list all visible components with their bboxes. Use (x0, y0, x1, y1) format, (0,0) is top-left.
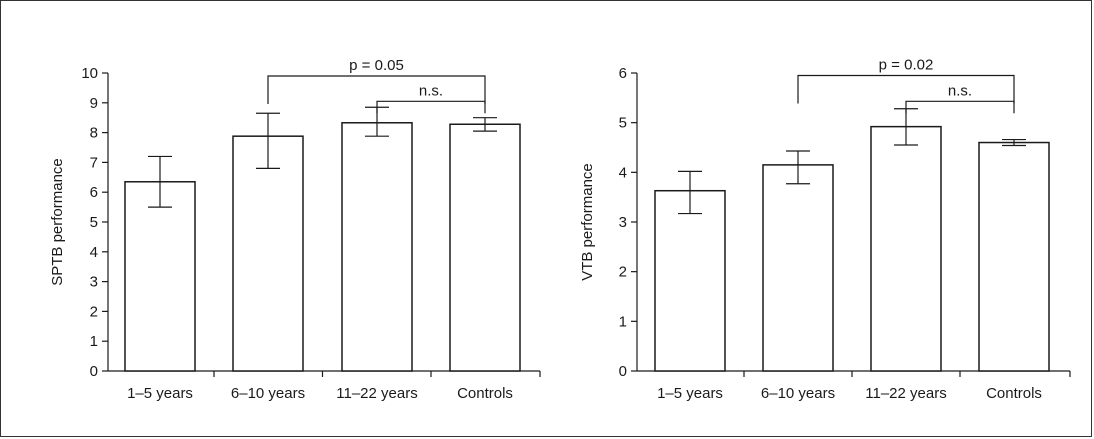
significance-bracket (267, 75, 486, 104)
y-tick-label: 6 (619, 65, 627, 82)
significance-bracket (376, 100, 486, 114)
bar (124, 181, 196, 372)
bar (870, 125, 942, 372)
y-tick-label: 0 (619, 363, 627, 380)
y-tick-label: 1 (90, 333, 98, 350)
y-tick-label: 5 (90, 214, 98, 231)
significance-bracket (905, 100, 1015, 114)
y-tick-label: 0 (90, 363, 98, 380)
bar (978, 141, 1050, 372)
significance-label: p = 0.05 (349, 57, 404, 74)
y-axis-label: SPTB performance (49, 158, 66, 286)
significance-label: n.s. (419, 82, 443, 99)
y-tick-label: 3 (619, 214, 627, 231)
y-tick-label: 10 (81, 65, 98, 82)
y-tick-label: 1 (619, 313, 627, 330)
y-tick-label: 4 (90, 244, 98, 261)
chart-panel-2: 0 1 2 3 4 5 6 VTB performance 1–5 years 6–10 year… (579, 56, 1071, 402)
bar (232, 135, 304, 372)
x-category-label: 11–22 years (865, 385, 946, 402)
x-category-label: 6–10 years (231, 385, 305, 402)
x-category-label: Controls (457, 385, 513, 402)
y-tick-label: 3 (90, 274, 98, 291)
x-category-label: 1–5 years (657, 385, 723, 402)
y-tick-label: 9 (90, 95, 98, 112)
y-tick-label: 5 (619, 115, 627, 132)
y-tick-label: 4 (619, 164, 627, 181)
x-category-label: 1–5 years (127, 385, 193, 402)
bar (762, 164, 834, 372)
y-tick-label: 2 (619, 264, 627, 281)
x-category-label: 6–10 years (761, 385, 835, 402)
x-category-label: Controls (986, 385, 1042, 402)
y-tick-label: 7 (90, 154, 98, 171)
y-tick-label: 2 (90, 303, 98, 320)
x-category-label: 11–22 years (336, 385, 417, 402)
significance-bracket (797, 74, 1015, 104)
y-axis-label: VTB performance (579, 163, 596, 281)
bar (449, 123, 521, 372)
significance-label: p = 0.02 (879, 56, 934, 73)
bar (654, 189, 726, 372)
significance-label: n.s. (948, 82, 972, 99)
y-tick-label: 6 (90, 184, 98, 201)
y-tick-label: 8 (90, 125, 98, 142)
chart-panel-1: 0 1 2 3 4 5 6 7 8 9 10 SPTB performance 1–5 years 6–1… (49, 57, 541, 402)
bar (341, 122, 413, 372)
